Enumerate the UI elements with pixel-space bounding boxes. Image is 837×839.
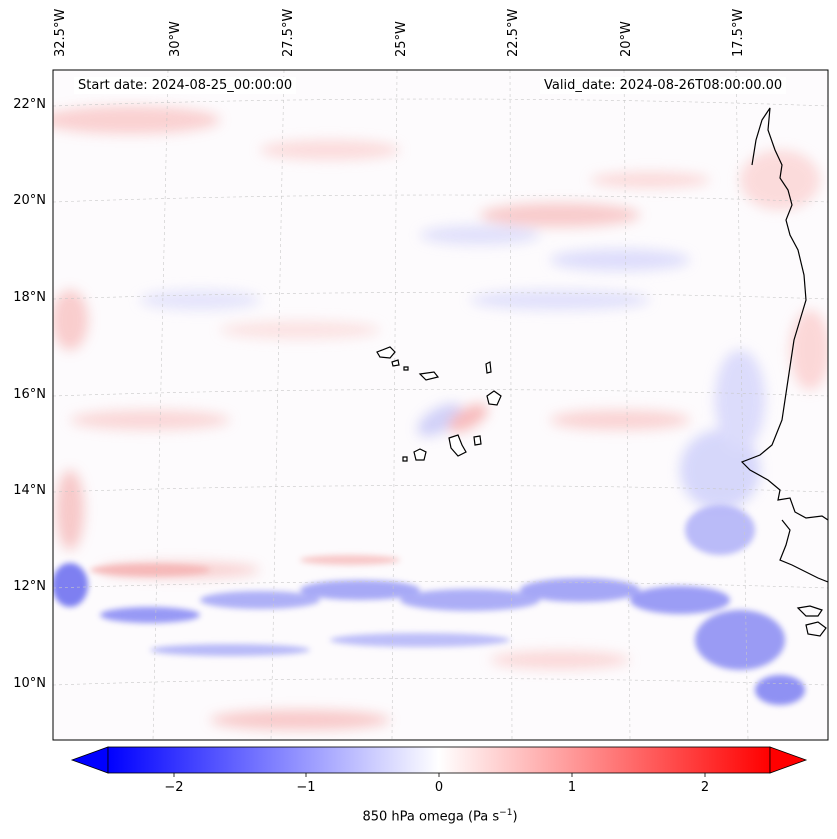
cape-verde-islands — [376, 346, 502, 462]
lon-label-27-5w: 27.5°W — [281, 8, 296, 57]
colorbar-tick: 0 — [434, 780, 444, 795]
colorbar-tick: −2 — [164, 780, 184, 795]
lon-label-22-5w: 22.5°W — [506, 8, 521, 57]
lon-label-20w: 20°W — [619, 21, 634, 57]
lon-label-32-5w: 32.5°W — [53, 8, 68, 57]
colorbar-extend-max — [769, 746, 808, 774]
lat-label-16n: 16°N — [13, 387, 46, 402]
lon-label-30w: 30°W — [168, 21, 183, 57]
start-date-label: Start date: 2024-08-25_00:00:00 — [74, 77, 297, 94]
colorbar-title-close: ) — [512, 809, 518, 825]
lon-label-25w: 25°W — [394, 21, 409, 57]
colorbar-gradient — [107, 746, 771, 774]
map-frame — [52, 69, 829, 741]
omega-field — [53, 70, 828, 740]
lat-label-12n: 12°N — [13, 579, 46, 594]
colorbar-tick: 2 — [700, 780, 710, 795]
lat-label-18n: 18°N — [13, 290, 46, 305]
colorbar-tick: 1 — [567, 780, 577, 795]
colorbar-title: 850 hPa omega (Pa s−1) — [362, 808, 517, 824]
lat-label-20n: 20°N — [13, 193, 46, 208]
lat-label-14n: 14°N — [13, 483, 46, 498]
colorbar-extend-min — [70, 746, 109, 774]
colorbar-title-exponent: −1 — [499, 808, 513, 818]
valid-date-label: Valid_date: 2024-08-26T08:00:00.00 — [540, 77, 787, 94]
colorbar — [70, 746, 808, 777]
gridlines — [53, 70, 828, 740]
colorbar-title-main: 850 hPa omega (Pa s — [362, 809, 500, 825]
lon-label-17-5w: 17.5°W — [731, 8, 746, 57]
colorbar-tick: −1 — [296, 780, 316, 795]
lat-label-22n: 22°N — [13, 97, 46, 112]
lat-label-10n: 10°N — [13, 676, 46, 691]
coastline — [740, 107, 828, 637]
